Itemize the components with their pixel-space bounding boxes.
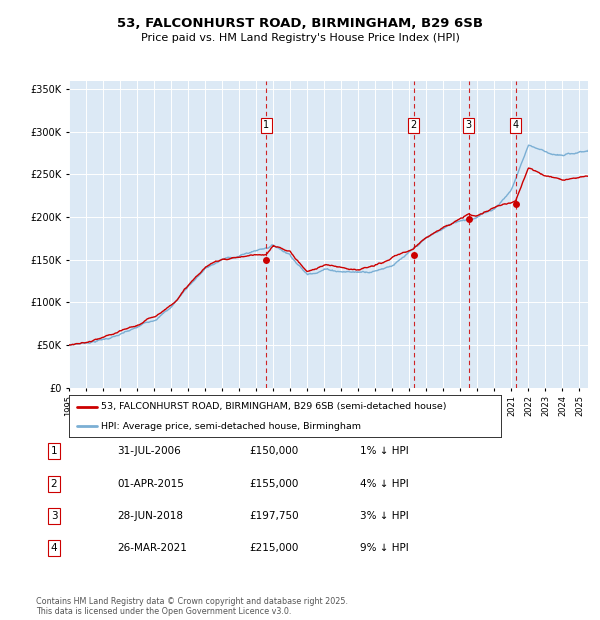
Text: 4: 4: [512, 120, 518, 130]
Text: 2: 2: [410, 120, 417, 130]
Text: HPI: Average price, semi-detached house, Birmingham: HPI: Average price, semi-detached house,…: [101, 422, 361, 431]
Text: £150,000: £150,000: [249, 446, 298, 456]
Text: 3: 3: [50, 511, 58, 521]
Text: 31-JUL-2006: 31-JUL-2006: [117, 446, 181, 456]
Text: £215,000: £215,000: [249, 543, 298, 553]
Text: 4% ↓ HPI: 4% ↓ HPI: [360, 479, 409, 489]
Text: £155,000: £155,000: [249, 479, 298, 489]
Text: 3: 3: [466, 120, 472, 130]
Text: 28-JUN-2018: 28-JUN-2018: [117, 511, 183, 521]
Text: 4: 4: [50, 543, 58, 553]
Text: Contains HM Land Registry data © Crown copyright and database right 2025.: Contains HM Land Registry data © Crown c…: [36, 597, 348, 606]
Text: £197,750: £197,750: [249, 511, 299, 521]
Text: 1: 1: [50, 446, 58, 456]
Text: 2: 2: [50, 479, 58, 489]
Text: This data is licensed under the Open Government Licence v3.0.: This data is licensed under the Open Gov…: [36, 606, 292, 616]
Text: 3% ↓ HPI: 3% ↓ HPI: [360, 511, 409, 521]
Text: 9% ↓ HPI: 9% ↓ HPI: [360, 543, 409, 553]
Text: 53, FALCONHURST ROAD, BIRMINGHAM, B29 6SB (semi-detached house): 53, FALCONHURST ROAD, BIRMINGHAM, B29 6S…: [101, 402, 447, 411]
Text: 01-APR-2015: 01-APR-2015: [117, 479, 184, 489]
Text: 53, FALCONHURST ROAD, BIRMINGHAM, B29 6SB: 53, FALCONHURST ROAD, BIRMINGHAM, B29 6S…: [117, 17, 483, 30]
Text: 1: 1: [263, 120, 269, 130]
Text: 1% ↓ HPI: 1% ↓ HPI: [360, 446, 409, 456]
Text: Price paid vs. HM Land Registry's House Price Index (HPI): Price paid vs. HM Land Registry's House …: [140, 33, 460, 43]
Text: 26-MAR-2021: 26-MAR-2021: [117, 543, 187, 553]
